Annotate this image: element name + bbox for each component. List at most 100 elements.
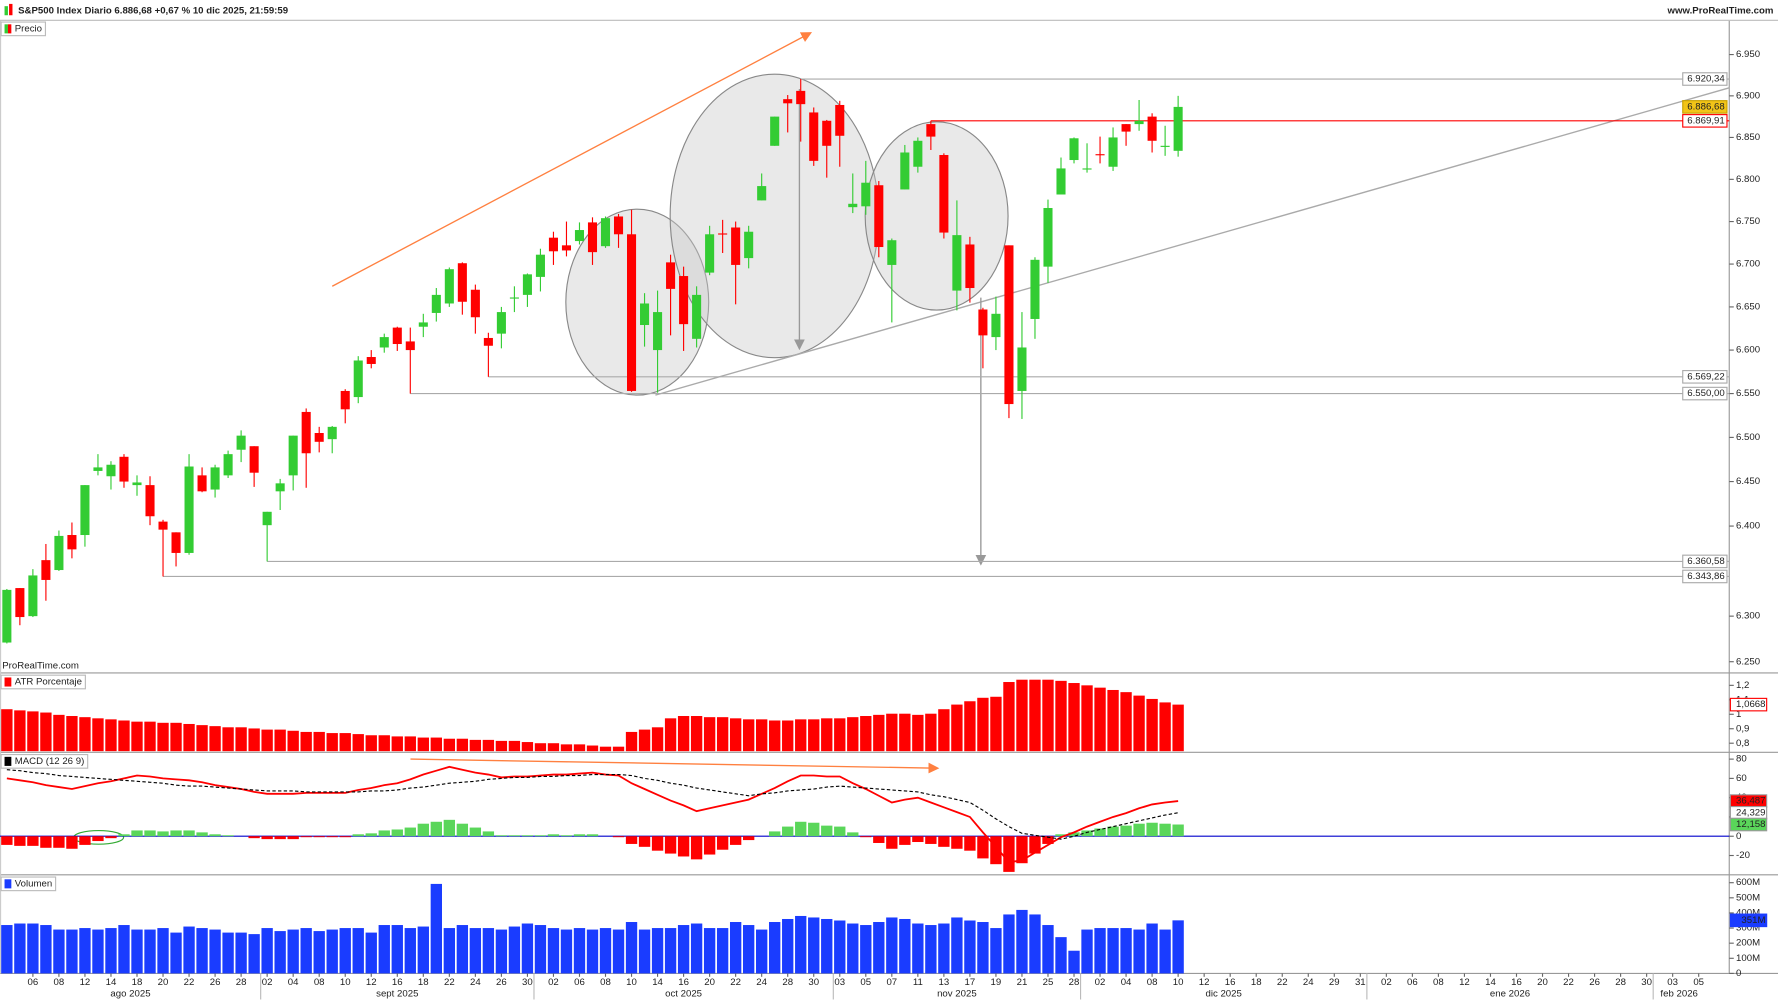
x-tick-label: 28 bbox=[1615, 977, 1626, 988]
x-tick-label: 28 bbox=[236, 977, 247, 988]
candle-body bbox=[1147, 116, 1157, 141]
y-tick-label: 6.250 bbox=[1736, 656, 1760, 667]
histogram-bar bbox=[690, 836, 703, 860]
candle-body bbox=[1004, 245, 1014, 405]
y-tick-label: 6.550 bbox=[1736, 388, 1760, 399]
candle-body bbox=[249, 446, 259, 473]
pane-icon bbox=[7, 24, 12, 34]
bar bbox=[287, 730, 299, 752]
bar bbox=[1094, 687, 1106, 752]
bar bbox=[586, 929, 599, 974]
bar bbox=[235, 727, 247, 752]
histogram-bar bbox=[899, 836, 911, 845]
candle-body bbox=[379, 337, 389, 348]
histogram-bar bbox=[1029, 836, 1041, 854]
x-tick-label: 08 bbox=[54, 977, 65, 988]
histogram-bar bbox=[1159, 823, 1171, 837]
bar bbox=[53, 929, 65, 974]
candle-body bbox=[132, 482, 142, 486]
histogram-bar bbox=[860, 836, 872, 838]
bar bbox=[105, 719, 117, 752]
bar bbox=[1172, 704, 1184, 752]
x-tick-label: 02 bbox=[1095, 977, 1106, 988]
candle-body bbox=[444, 269, 454, 304]
bar bbox=[873, 922, 885, 974]
histogram-bar bbox=[248, 836, 260, 839]
x-tick-label: 13 bbox=[939, 977, 950, 988]
x-tick-label: 16 bbox=[678, 977, 689, 988]
bar bbox=[703, 717, 716, 752]
candle-body bbox=[1134, 120, 1144, 125]
histogram-bar bbox=[79, 836, 91, 845]
x-tick-label: 30 bbox=[522, 977, 533, 988]
candle-body bbox=[535, 254, 545, 277]
histogram-bar bbox=[1068, 832, 1080, 837]
bar bbox=[248, 728, 260, 752]
level-label-box bbox=[1682, 72, 1728, 86]
x-tick-label: 18 bbox=[1251, 977, 1262, 988]
y-tick-label: 6.900 bbox=[1736, 90, 1760, 101]
level-label: 6.869,91 bbox=[1687, 115, 1724, 126]
x-tick-label: 12 bbox=[80, 977, 91, 988]
x-tick-label: 22 bbox=[1277, 977, 1288, 988]
bar bbox=[860, 925, 872, 974]
month-label: sept 2025 bbox=[376, 988, 418, 999]
bar bbox=[1016, 909, 1028, 974]
x-tick-label: 18 bbox=[418, 977, 429, 988]
bar bbox=[756, 929, 768, 974]
annotation-circle bbox=[864, 121, 1009, 311]
bar bbox=[638, 929, 651, 974]
bar bbox=[27, 923, 39, 974]
bar bbox=[873, 714, 885, 752]
bar bbox=[482, 739, 495, 752]
bar bbox=[222, 727, 234, 752]
bar bbox=[573, 928, 586, 974]
bar bbox=[1133, 929, 1145, 974]
y-tick-label: 6.500 bbox=[1736, 432, 1760, 443]
month-label: ene 2026 bbox=[1490, 988, 1530, 999]
candle-body bbox=[340, 390, 350, 410]
x-tick-label: 07 bbox=[886, 977, 897, 988]
x-tick-label: 14 bbox=[652, 977, 663, 988]
bar bbox=[404, 928, 416, 974]
histogram-bar bbox=[495, 835, 508, 837]
bar bbox=[53, 714, 65, 752]
candle-body bbox=[1121, 124, 1131, 132]
bar bbox=[769, 720, 781, 752]
candle-body bbox=[809, 112, 819, 161]
x-tick-label: 25 bbox=[1043, 977, 1054, 988]
y-tick-label: 6.400 bbox=[1736, 521, 1760, 532]
candle-body bbox=[861, 182, 871, 207]
bar bbox=[261, 729, 273, 752]
candle-body bbox=[627, 234, 637, 391]
last-value-label: 1,0668 bbox=[1736, 699, 1765, 710]
bar bbox=[1068, 950, 1080, 974]
candle-body bbox=[978, 309, 988, 336]
candle-body bbox=[223, 454, 233, 476]
candle-body bbox=[197, 475, 207, 492]
bar bbox=[534, 743, 547, 752]
bar bbox=[287, 929, 299, 974]
x-tick-label: 06 bbox=[28, 977, 39, 988]
histogram-bar bbox=[482, 831, 495, 837]
bar bbox=[599, 928, 612, 974]
y-tick-label: 0 bbox=[1736, 968, 1741, 979]
candle-body bbox=[561, 245, 572, 251]
histogram-bar bbox=[573, 834, 586, 837]
histogram-bar bbox=[1042, 836, 1054, 844]
histogram-bar bbox=[222, 835, 234, 837]
candle-body bbox=[653, 312, 663, 351]
histogram-bar bbox=[274, 836, 286, 840]
bar bbox=[14, 710, 26, 752]
candle-body bbox=[106, 464, 116, 477]
x-tick-label: 08 bbox=[1147, 977, 1158, 988]
level-label: 6.886,68 bbox=[1687, 101, 1724, 112]
bar bbox=[417, 737, 429, 752]
y-tick-label: 500M bbox=[1736, 892, 1760, 903]
x-tick-label: 02 bbox=[262, 977, 273, 988]
histogram-bar bbox=[443, 819, 456, 837]
x-tick-label: 04 bbox=[288, 977, 299, 988]
bar bbox=[378, 925, 390, 974]
bar bbox=[170, 722, 182, 752]
